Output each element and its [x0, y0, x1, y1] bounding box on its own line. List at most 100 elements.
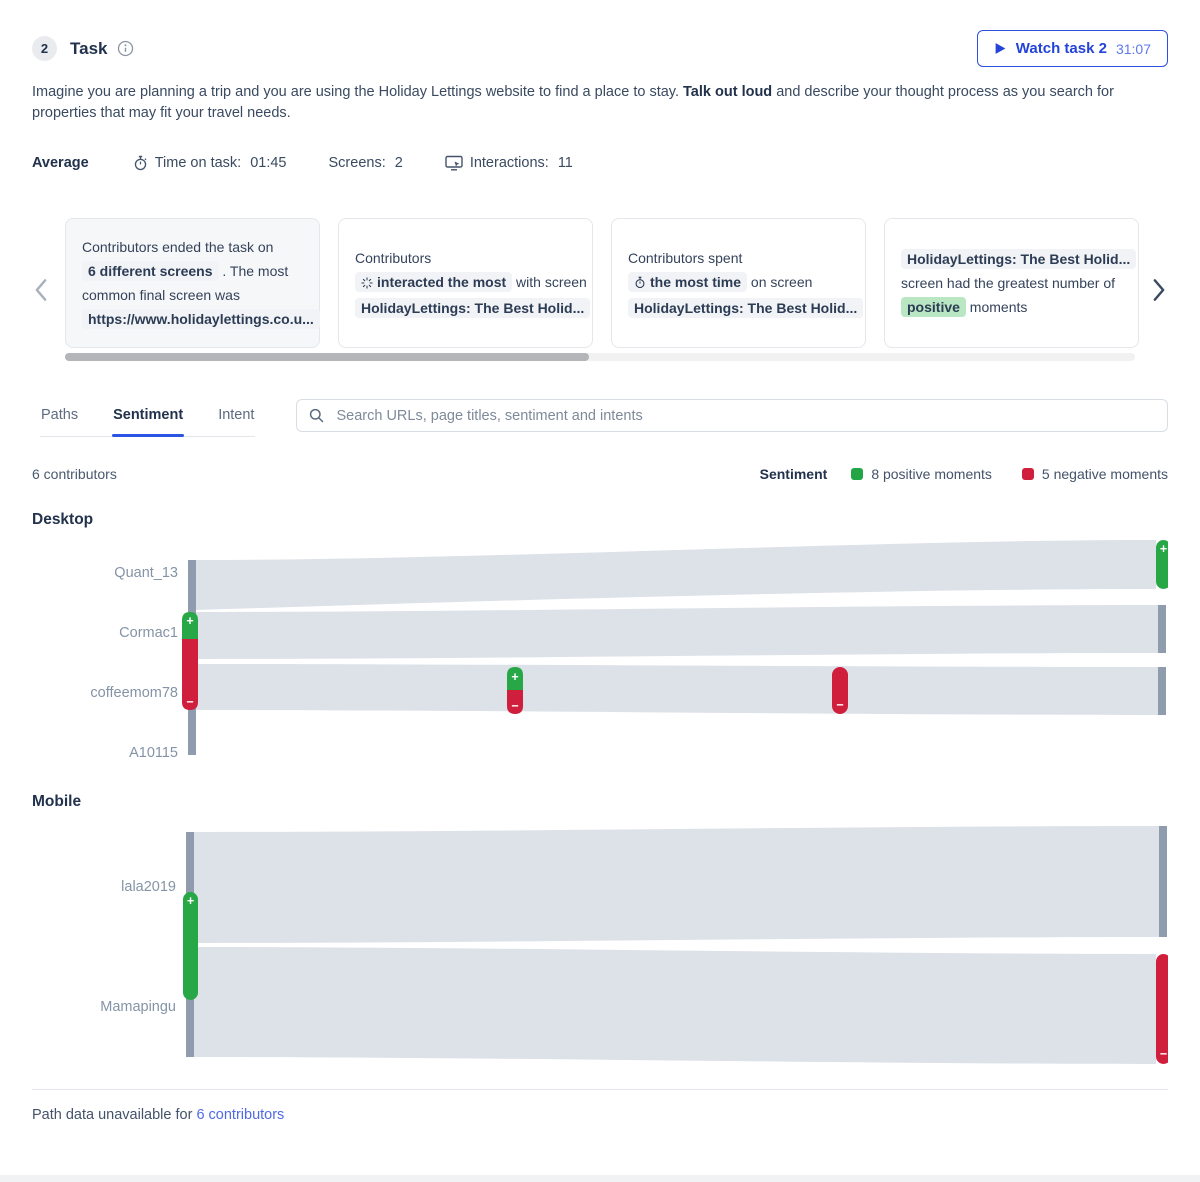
time-on-task-value: 01:45: [250, 155, 287, 171]
positive-moment-marker[interactable]: [507, 667, 523, 690]
svg-text:+: +: [511, 670, 518, 684]
interactions-value: 11: [557, 155, 573, 171]
negative-moment-marker[interactable]: [507, 690, 523, 714]
path-data-unavailable-note: Path data unavailable for 6 contributors: [32, 1107, 1168, 1123]
flow-lala2019[interactable]: [194, 826, 1159, 943]
positive-chip: positive: [901, 297, 966, 317]
svg-text:+: +: [186, 614, 193, 628]
watch-task-label: Watch task 2: [1015, 40, 1107, 57]
search-input[interactable]: [334, 406, 1155, 425]
screens-stat: Screens: 2: [329, 155, 403, 171]
contributor-label: Cormac1: [119, 625, 178, 641]
negative-moment-marker[interactable]: [1156, 954, 1168, 1064]
card-chip: HolidayLettings: The Best Holid...: [901, 249, 1137, 269]
watch-task-duration: 31:07: [1115, 40, 1151, 57]
carousel-next-chevron-icon[interactable]: [1150, 277, 1168, 303]
insight-card: Contributors interacted the most with sc…: [338, 218, 593, 348]
svg-text:+: +: [1160, 542, 1167, 556]
search-box[interactable]: [296, 399, 1168, 432]
mobile-end-node-bar-lala2019: [1159, 826, 1167, 937]
carousel-prev-chevron-icon[interactable]: [32, 277, 50, 303]
carousel-scrollbar-track: [65, 353, 1135, 361]
screens-label: Screens:: [328, 155, 386, 171]
time-on-task-label: Time on task:: [154, 155, 242, 171]
desktop-sankey: + − + − − + Quant_13 Cormac1 coffeemom78…: [90, 540, 1168, 761]
card-text-segment: on screen: [747, 274, 813, 290]
card-text-segment: . The most common final screen was: [82, 263, 289, 303]
legend-title: Sentiment: [759, 466, 828, 482]
carousel-scrollbar-thumb[interactable]: [65, 353, 590, 361]
desktop-end-node-bar-cormac1: [1158, 605, 1166, 653]
insight-card: HolidayLettings: The Best Holid... scree…: [884, 218, 1139, 348]
card-chip: interacted the most: [355, 272, 513, 292]
card-text-segment: Contributors: [355, 250, 432, 266]
page-title: Task: [70, 38, 108, 58]
tabs-and-search-row: Paths Sentiment Intent: [32, 399, 1168, 437]
negative-swatch: [1021, 468, 1034, 480]
legend-positive: 8 positive moments: [851, 466, 992, 482]
tab-paths[interactable]: Paths: [41, 407, 79, 423]
interactions-stat: Interactions: 11: [445, 155, 573, 171]
insight-card: Contributors spent the most time on scre…: [611, 218, 866, 348]
negative-moment-marker[interactable]: [832, 667, 848, 714]
results-header: 6 contributors Sentiment 8 positive mome…: [32, 466, 1168, 482]
svg-text:−: −: [186, 695, 193, 709]
contributors-count: 6 contributors: [32, 466, 117, 482]
stopwatch-icon: [634, 272, 646, 296]
task-header: 2 Task Watch task 2 31:07: [32, 30, 1168, 67]
card-text-segment: moments: [965, 299, 1028, 315]
card-chip: 6 different screens: [82, 261, 219, 281]
info-icon[interactable]: [117, 40, 134, 57]
task-description-part2: and describe your thought process as you…: [32, 84, 1114, 121]
tab-intent[interactable]: Intent: [218, 407, 255, 423]
negative-moment-marker[interactable]: [182, 639, 198, 710]
card-chip: HolidayLettings: The Best Holid...: [355, 298, 591, 318]
card-chip: https://www.holidaylettings.co.u...: [82, 309, 320, 329]
svg-text:−: −: [836, 698, 843, 712]
tab-sentiment[interactable]: Sentiment: [112, 399, 185, 437]
tab-list: Paths Sentiment Intent: [40, 399, 256, 437]
contributors-link[interactable]: 6 contributors: [196, 1107, 285, 1123]
card-text-segment: with screen: [512, 274, 587, 290]
legend-negative-label: 5 negative moments: [1041, 466, 1168, 482]
interactions-label: Interactions:: [469, 155, 549, 171]
screens-value: 2: [394, 155, 403, 171]
flow-mamapingu[interactable]: [194, 947, 1156, 1064]
positive-swatch: [851, 468, 864, 480]
positive-moment-marker[interactable]: [182, 612, 198, 639]
search-icon: [309, 408, 324, 423]
contributor-label: A10115: [129, 745, 178, 761]
task-number-badge: 2: [32, 36, 57, 61]
desktop-section-title: Desktop: [32, 511, 94, 528]
watch-task-button[interactable]: Watch task 2 31:07: [976, 30, 1168, 67]
desktop-end-node-bar-coffeemom78: [1158, 667, 1166, 715]
task-description-part1: Imagine you are planning a trip and you …: [32, 84, 684, 100]
positive-moment-marker[interactable]: [1156, 540, 1168, 589]
average-label: Average: [32, 155, 89, 171]
svg-text:+: +: [187, 894, 194, 908]
mobile-section-title: Mobile: [32, 793, 82, 810]
sentiment-legend: Sentiment 8 positive moments 5 negative …: [760, 466, 1168, 482]
task-description-bold: Talk out loud: [683, 84, 773, 100]
footer-text: Path data unavailable for: [32, 1107, 197, 1123]
svg-text:−: −: [1160, 1047, 1167, 1061]
card-text-segment: Contributors spent: [628, 250, 743, 266]
insight-carousel: Contributors ended the task on 6 differe…: [32, 218, 1168, 361]
play-icon: [994, 42, 1007, 55]
contributor-label: lala2019: [121, 879, 176, 895]
contributor-label: Mamapingu: [100, 999, 176, 1015]
card-chip: the most time: [628, 272, 748, 292]
average-stats-row: Average Time on task: 01:45 Screens: 2 I…: [32, 155, 1168, 171]
contributor-label: coffeemom78: [90, 685, 178, 701]
task-description: Imagine you are planning a trip and you …: [32, 82, 1168, 124]
flow-coffeemom78[interactable]: [196, 664, 1158, 715]
flow-cormac1[interactable]: [196, 605, 1158, 659]
svg-text:−: −: [511, 699, 518, 713]
card-text-segment: screen had the greatest number of: [901, 275, 1116, 291]
next-section-edge: [0, 1175, 1200, 1182]
positive-moment-marker[interactable]: [183, 892, 198, 1000]
flow-quant13[interactable]: [196, 540, 1156, 610]
insight-card: Contributors ended the task on 6 differe…: [65, 218, 320, 348]
mobile-sankey: + − lala2019 Mamapingu: [100, 826, 1168, 1064]
footer-divider: [32, 1089, 1168, 1090]
